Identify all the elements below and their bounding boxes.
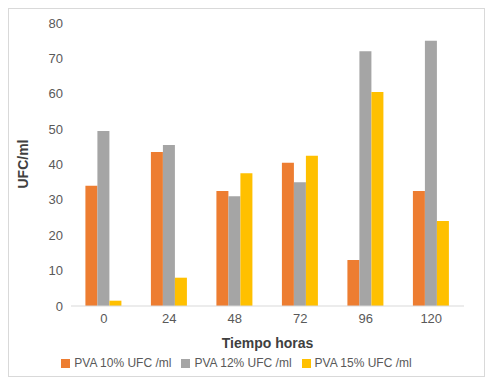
svg-text:70: 70 — [49, 51, 63, 66]
svg-text:60: 60 — [49, 86, 63, 101]
svg-text:Tiempo horas: Tiempo horas — [222, 335, 314, 351]
html-text:PVA 10% UFC /ml: PVA 10% UFC /ml — [74, 356, 172, 370]
svg-text:UFC/ml: UFC/ml — [15, 140, 31, 189]
svg-text:96: 96 — [359, 311, 373, 326]
svg-text:48: 48 — [228, 311, 242, 326]
svg-text:0: 0 — [56, 299, 63, 314]
html-text:PVA 12% UFC /ml: PVA 12% UFC /ml — [194, 356, 292, 370]
svg-text:80: 80 — [49, 16, 63, 31]
svg-text:20: 20 — [49, 228, 63, 243]
svg-text:50: 50 — [49, 122, 63, 137]
svg-text:0: 0 — [100, 311, 107, 326]
svg-text:30: 30 — [49, 192, 63, 207]
svg-text:40: 40 — [49, 157, 63, 172]
svg-text:72: 72 — [293, 311, 307, 326]
svg-text:10: 10 — [49, 263, 63, 278]
svg-text:24: 24 — [162, 311, 176, 326]
html-text:PVA 15% UFC /ml: PVA 15% UFC /ml — [314, 356, 412, 370]
svg-text:120: 120 — [420, 311, 442, 326]
